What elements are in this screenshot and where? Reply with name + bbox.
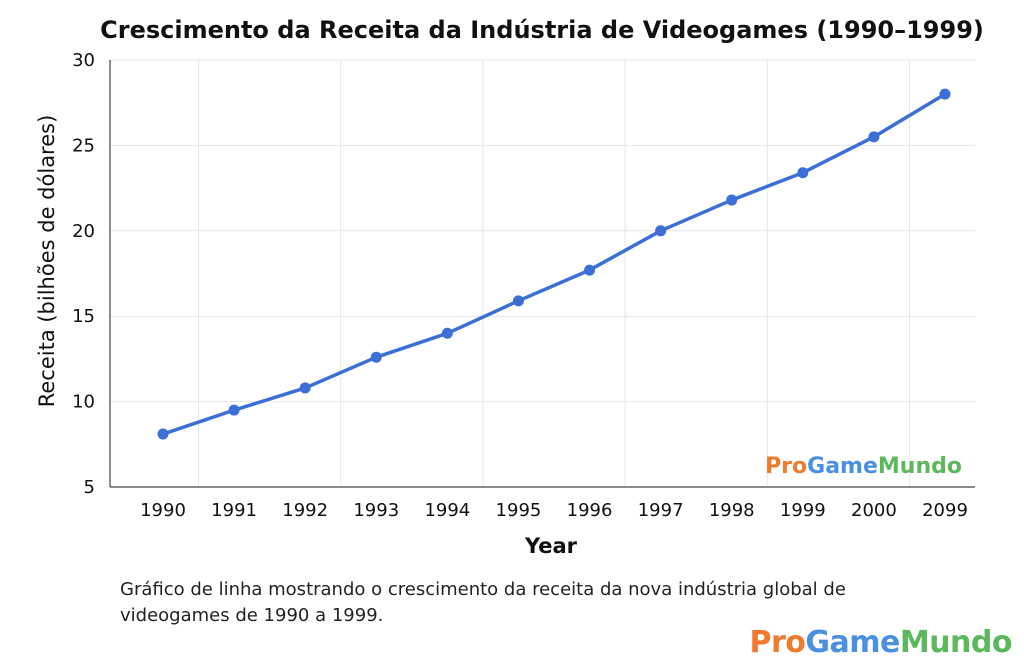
data-point [939,88,951,100]
y-tick-label: 15 [72,306,95,327]
brand-game: Game [805,625,900,660]
x-tick-label: 1994 [424,500,470,521]
y-tick-labels: 5 10 15 20 25 30 [72,50,95,498]
x-tick-label: 1992 [282,500,328,521]
y-axis-label: Receita (bilhões de dólares) [35,115,59,408]
x-tick-label: 1993 [353,500,399,521]
data-point [370,351,382,363]
chart-title: Crescimento da Receita da Indústria de V… [100,16,984,44]
chart-caption: Gráfico de linha mostrando o crescimento… [120,579,846,626]
data-point [868,131,880,143]
x-tick-label: 1990 [140,500,186,521]
data-point [228,404,240,416]
axes [109,60,975,488]
x-axis-label: Year [524,534,578,558]
grid [110,59,975,487]
x-tick-label: 2099 [922,500,968,521]
x-tick-labels: 1990 1991 1992 1993 1994 1995 1996 1997 1998 1999… [140,500,968,521]
data-point [299,382,311,394]
data-point [726,194,738,206]
brand-pro: Pro [765,454,808,479]
y-tick-label: 30 [72,50,95,71]
series-revenue [157,88,951,440]
y-tick-label: 25 [72,135,95,156]
brand-mundo: Mundo [877,454,962,479]
brand-pro: Pro [749,625,806,660]
brand-game: Game [807,454,878,479]
x-tick-label: 2000 [851,500,897,521]
data-point [584,264,596,276]
y-tick-label: 10 [72,392,95,413]
brand-mundo: Mundo [899,625,1013,660]
data-point [512,295,524,307]
x-tick-label: 1995 [496,500,542,521]
x-tick-label: 1991 [211,500,257,521]
series-line [161,92,947,436]
data-point [441,327,453,339]
data-point [655,225,667,237]
y-tick-label: 5 [84,477,95,498]
y-tick-label: 20 [72,221,95,242]
x-tick-label: 1998 [709,500,755,521]
x-tick-label: 1999 [780,500,826,521]
x-tick-label: 1997 [638,500,684,521]
brand-logo-footer: ProGameMundo [749,625,1012,660]
data-point [157,428,169,440]
brand-logo-in-chart: ProGameMundo [765,454,962,479]
data-point [797,167,809,179]
x-tick-label: 1996 [567,500,613,521]
